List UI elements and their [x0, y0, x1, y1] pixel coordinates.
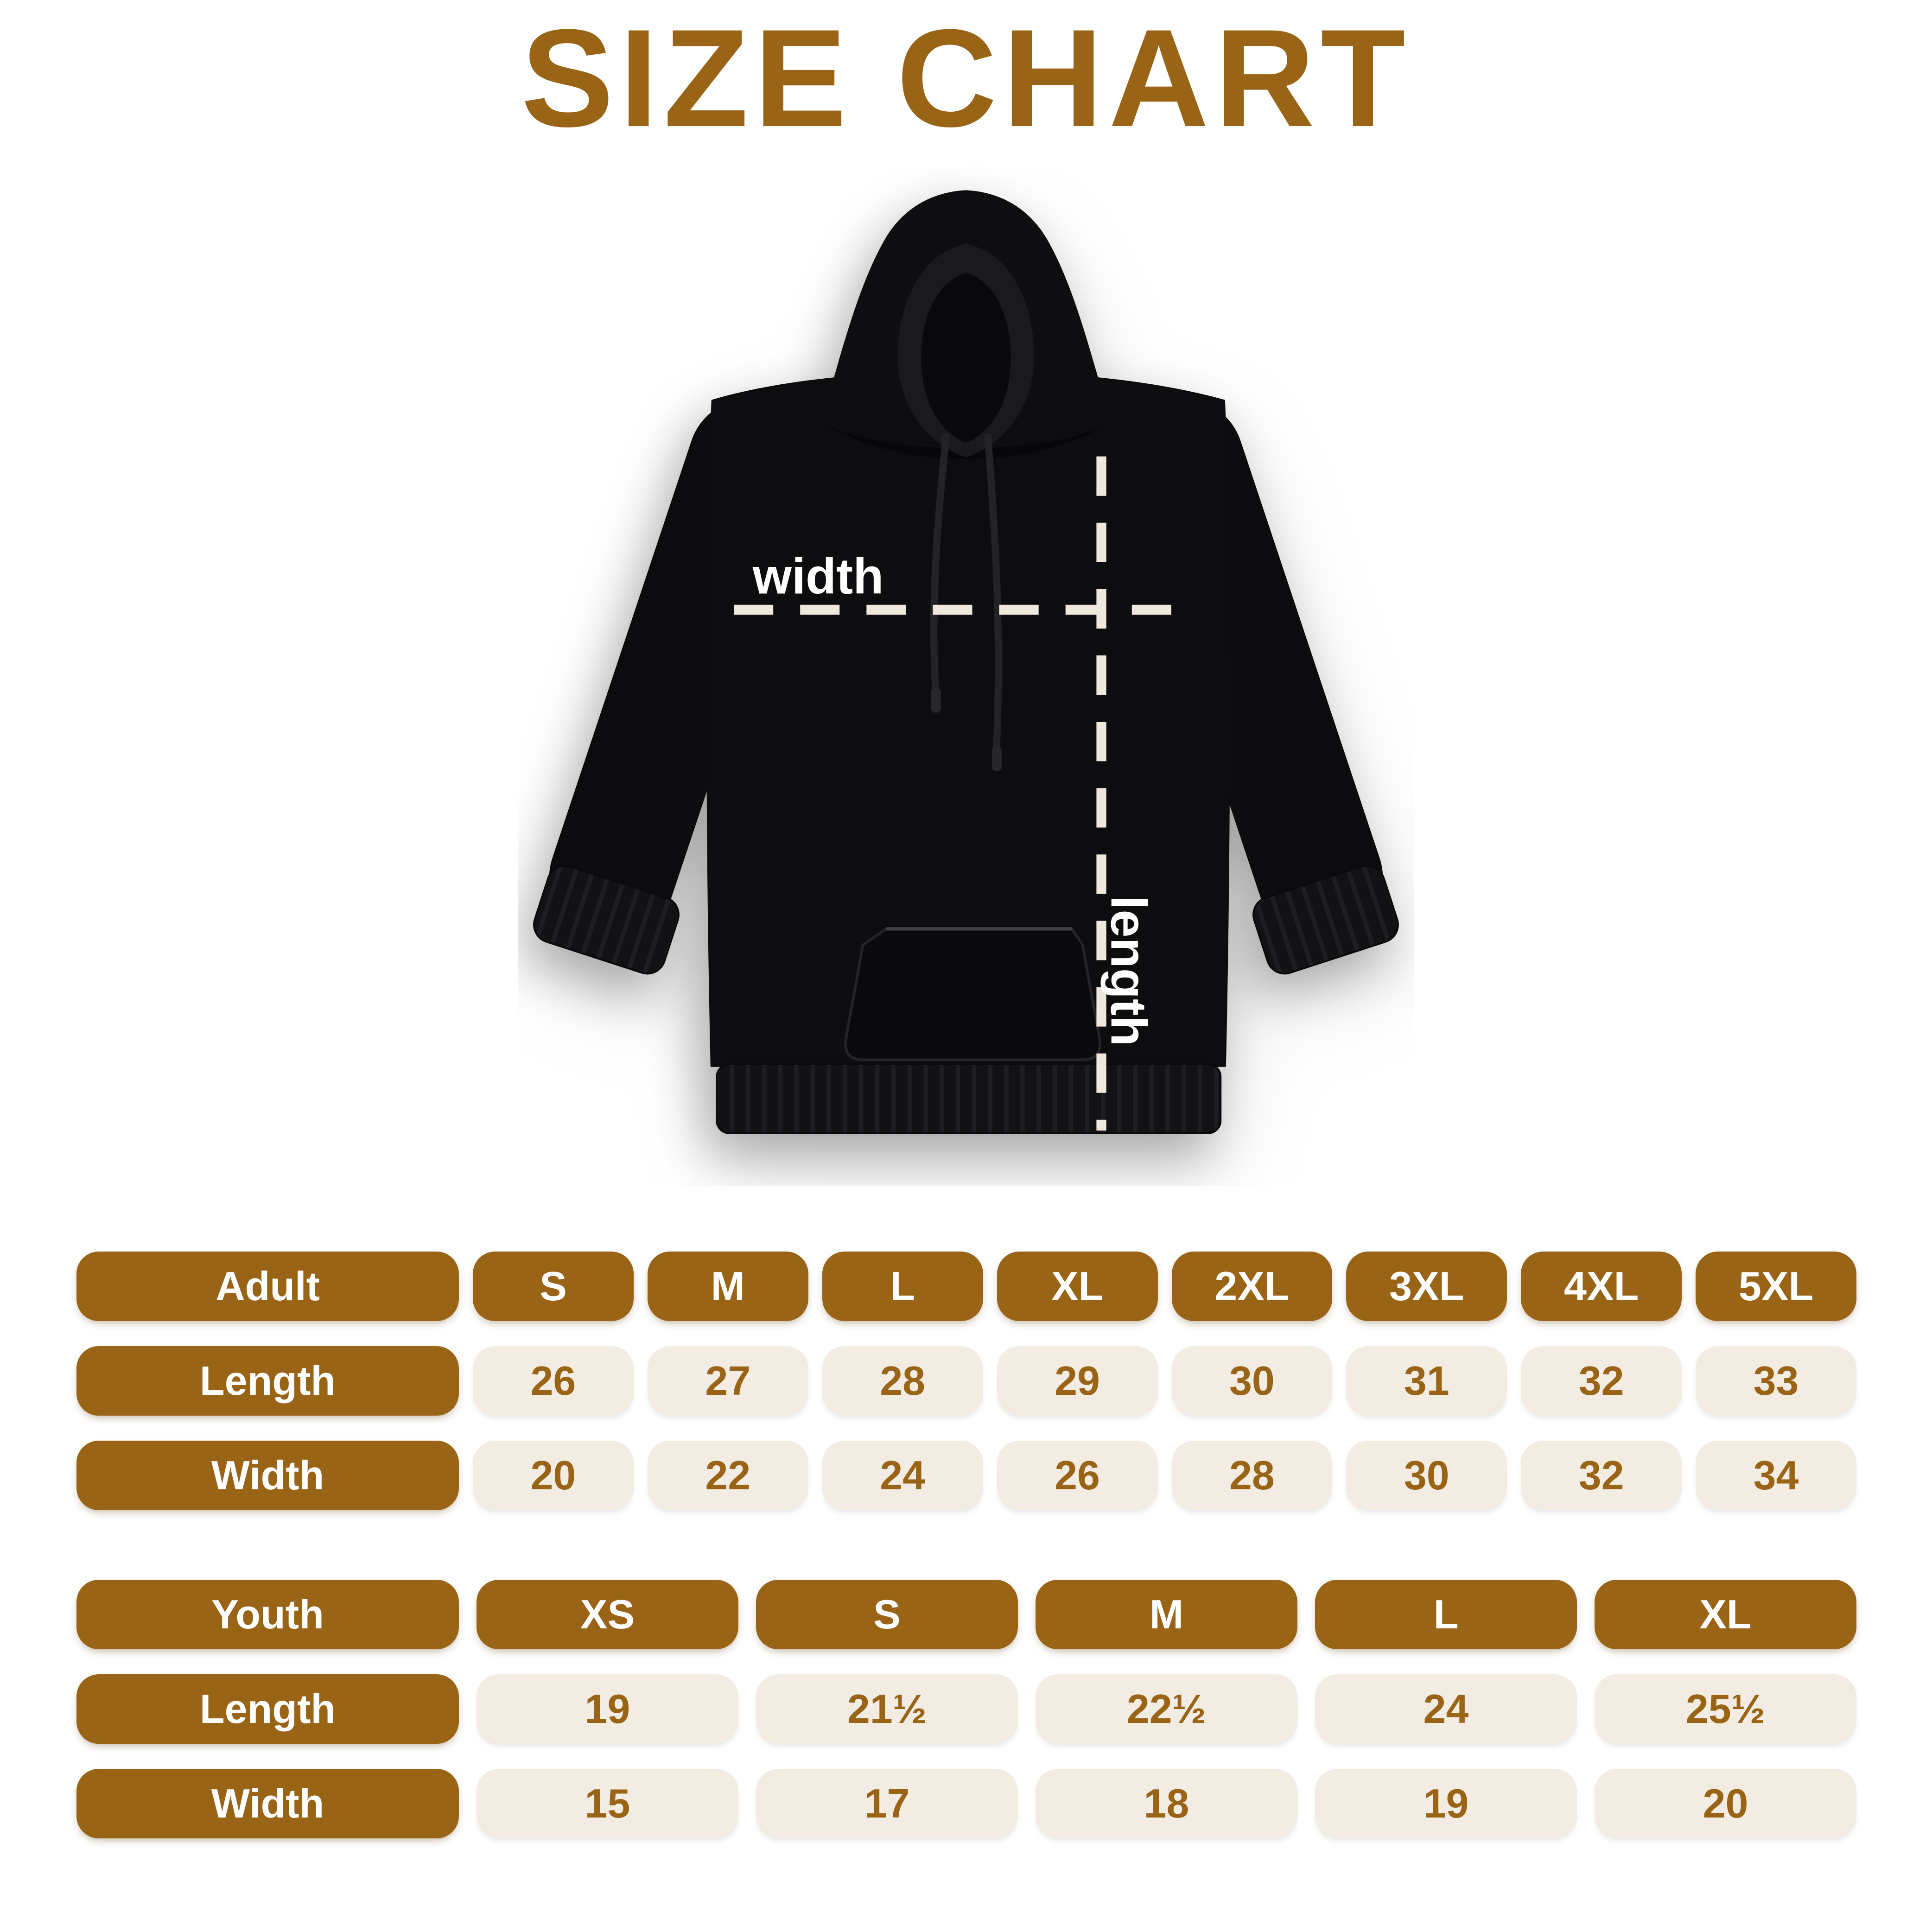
hoodie-illustration	[533, 190, 1399, 1134]
table-row: Width 20 22 24 26 28 30 32 34	[76, 1441, 1856, 1510]
value-cell: 30	[1346, 1441, 1507, 1510]
row-label: Length	[76, 1674, 459, 1744]
table-header-label: Adult	[76, 1252, 459, 1321]
size-tables: Adult S M L XL 2XL 3XL 4XL 5XL Length 26…	[76, 1252, 1856, 1863]
hoodie-left-cuff	[533, 864, 680, 975]
size-header-cell: 3XL	[1346, 1252, 1507, 1321]
table-header-label: Youth	[76, 1580, 459, 1649]
value-cell: 28	[822, 1346, 983, 1416]
value-cell: 31	[1346, 1346, 1507, 1416]
width-label: width	[752, 548, 884, 604]
size-header-cell: L	[822, 1252, 983, 1321]
value-cell: 20	[1595, 1769, 1856, 1838]
hoodie-measurement-diagram: width length	[518, 165, 1414, 1186]
size-header-cell: 4XL	[1521, 1252, 1682, 1321]
left-drawstring-aglet	[931, 687, 941, 713]
youth-size-table: Youth XS S M L XL Length 19 21½ 22½ 24 2…	[76, 1580, 1856, 1838]
value-cell: 26	[473, 1346, 634, 1416]
size-header-cell: S	[756, 1580, 1018, 1649]
value-cell: 20	[473, 1441, 634, 1510]
value-cell: 32	[1521, 1346, 1682, 1416]
value-cell: 22½	[1036, 1674, 1297, 1744]
right-drawstring-aglet	[992, 746, 1002, 771]
row-label: Length	[76, 1346, 459, 1416]
page-title: SIZE CHART	[521, 0, 1411, 156]
length-label: length	[1100, 896, 1157, 1046]
right-drawstring	[984, 433, 1002, 748]
row-label: Width	[76, 1441, 459, 1510]
size-header-cell: M	[647, 1252, 808, 1321]
value-cell: 33	[1696, 1346, 1856, 1416]
value-cell: 24	[1315, 1674, 1577, 1744]
hoodie-pocket	[844, 927, 1101, 1061]
table-row: Youth XS S M L XL	[76, 1580, 1856, 1649]
value-cell: 21½	[756, 1674, 1018, 1744]
value-cell: 19	[477, 1674, 738, 1744]
table-row: Adult S M L XL 2XL 3XL 4XL 5XL	[76, 1252, 1856, 1321]
value-cell: 32	[1521, 1441, 1682, 1510]
value-cell: 24	[822, 1441, 983, 1510]
value-cell: 28	[1171, 1441, 1333, 1510]
value-cell: 26	[997, 1441, 1158, 1510]
size-header-cell: XS	[477, 1580, 738, 1649]
value-cell: 34	[1696, 1441, 1856, 1510]
value-cell: 18	[1036, 1769, 1297, 1838]
size-header-cell: 2XL	[1171, 1252, 1333, 1321]
measurement-lines: width length	[734, 456, 1183, 1131]
table-row: Width 15 17 18 19 20	[76, 1769, 1856, 1838]
size-header-cell: S	[473, 1252, 634, 1321]
value-cell: 25½	[1595, 1674, 1856, 1744]
size-header-cell: 5XL	[1696, 1252, 1856, 1321]
table-row: Length 19 21½ 22½ 24 25½	[76, 1674, 1856, 1744]
size-header-cell: XL	[997, 1252, 1158, 1321]
hoodie-right-cuff	[1252, 864, 1399, 975]
table-row: Length 26 27 28 29 30 31 32 33	[76, 1346, 1856, 1416]
size-header-cell: L	[1315, 1580, 1577, 1649]
hoodie-graphic: width length	[533, 190, 1399, 1134]
value-cell: 15	[477, 1769, 738, 1838]
value-cell: 30	[1171, 1346, 1333, 1416]
value-cell: 29	[997, 1346, 1158, 1416]
value-cell: 17	[756, 1769, 1018, 1838]
size-header-cell: M	[1036, 1580, 1297, 1649]
hood-interior	[921, 273, 1011, 443]
value-cell: 22	[647, 1441, 808, 1510]
adult-size-table: Adult S M L XL 2XL 3XL 4XL 5XL Length 26…	[76, 1252, 1856, 1510]
value-cell: 27	[647, 1346, 808, 1416]
left-drawstring	[930, 433, 950, 690]
hood-neckline-shadow	[821, 421, 1111, 459]
value-cell: 19	[1315, 1769, 1577, 1838]
hoodie-hem-rib	[716, 1063, 1222, 1134]
row-label: Width	[76, 1769, 459, 1838]
size-header-cell: XL	[1595, 1580, 1856, 1649]
